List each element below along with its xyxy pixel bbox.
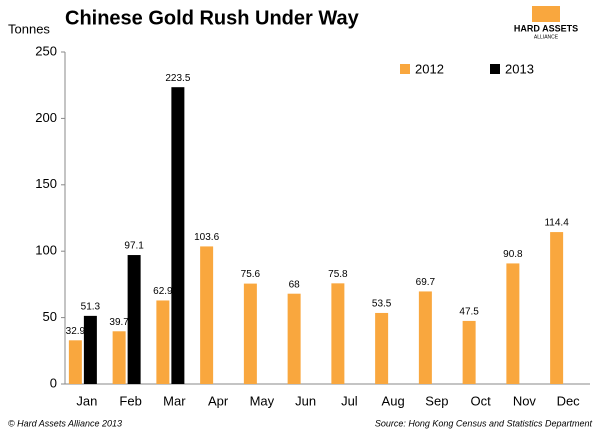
bar	[200, 246, 214, 384]
legend-swatch	[400, 64, 410, 74]
legend-label: 2012	[415, 61, 444, 76]
bar	[243, 283, 257, 384]
x-tick-label: Aug	[382, 393, 405, 408]
y-tick-label: 200	[35, 110, 57, 125]
x-tick-label: Apr	[208, 393, 229, 408]
bar	[331, 283, 345, 384]
value-label: 62.9	[153, 286, 173, 297]
bar	[506, 263, 520, 384]
value-label: 75.8	[328, 269, 348, 280]
logo-text: HARD ASSETS	[514, 23, 578, 33]
value-label: 51.3	[81, 302, 101, 313]
value-label: 32.9	[66, 326, 86, 337]
bar	[112, 331, 126, 384]
y-tick-label: 150	[35, 176, 57, 191]
x-tick-label: Mar	[163, 393, 186, 408]
x-tick-label: Dec	[557, 393, 581, 408]
x-tick-label: May	[250, 393, 275, 408]
x-tick-label: Jun	[295, 393, 316, 408]
logo-icon	[532, 6, 560, 22]
y-tick-label: 50	[43, 309, 57, 324]
copyright: © Hard Assets Alliance 2013	[8, 418, 122, 428]
x-tick-label: Sep	[425, 393, 448, 408]
bar	[83, 315, 97, 384]
x-tick-label: Feb	[119, 393, 141, 408]
y-tick-label: 100	[35, 243, 57, 258]
value-label: 223.5	[165, 73, 190, 84]
value-label: 47.5	[459, 307, 479, 318]
value-label: 103.6	[194, 232, 219, 243]
value-label: 90.8	[503, 249, 523, 260]
x-tick-label: Oct	[471, 393, 492, 408]
bar	[375, 312, 389, 384]
x-tick-label: Nov	[513, 393, 537, 408]
source: Source: Hong Kong Census and Statistics …	[375, 418, 593, 428]
chart-title: Chinese Gold Rush Under Way	[65, 7, 360, 29]
bar	[418, 291, 432, 384]
value-label: 97.1	[124, 241, 144, 252]
bar	[127, 255, 141, 384]
value-label: 114.4	[544, 218, 569, 229]
y-tick-label: 250	[35, 43, 57, 58]
y-axis-label: Tonnes	[8, 21, 50, 36]
legend-label: 2013	[505, 61, 534, 76]
bar	[171, 87, 185, 384]
logo-subtext: ALLIANCE	[534, 34, 559, 40]
bar	[462, 320, 476, 384]
bar	[68, 340, 82, 384]
x-tick-label: Jan	[76, 393, 97, 408]
value-label: 53.5	[372, 299, 392, 310]
x-tick-label: Jul	[341, 393, 358, 408]
value-label: 68	[289, 279, 301, 290]
legend-swatch	[490, 64, 500, 74]
value-label: 39.7	[109, 317, 129, 328]
y-tick-label: 0	[50, 375, 57, 390]
bar	[156, 300, 170, 384]
bar	[550, 232, 564, 384]
bar	[287, 293, 301, 384]
value-label: 69.7	[416, 277, 436, 288]
value-label: 75.6	[241, 269, 261, 280]
